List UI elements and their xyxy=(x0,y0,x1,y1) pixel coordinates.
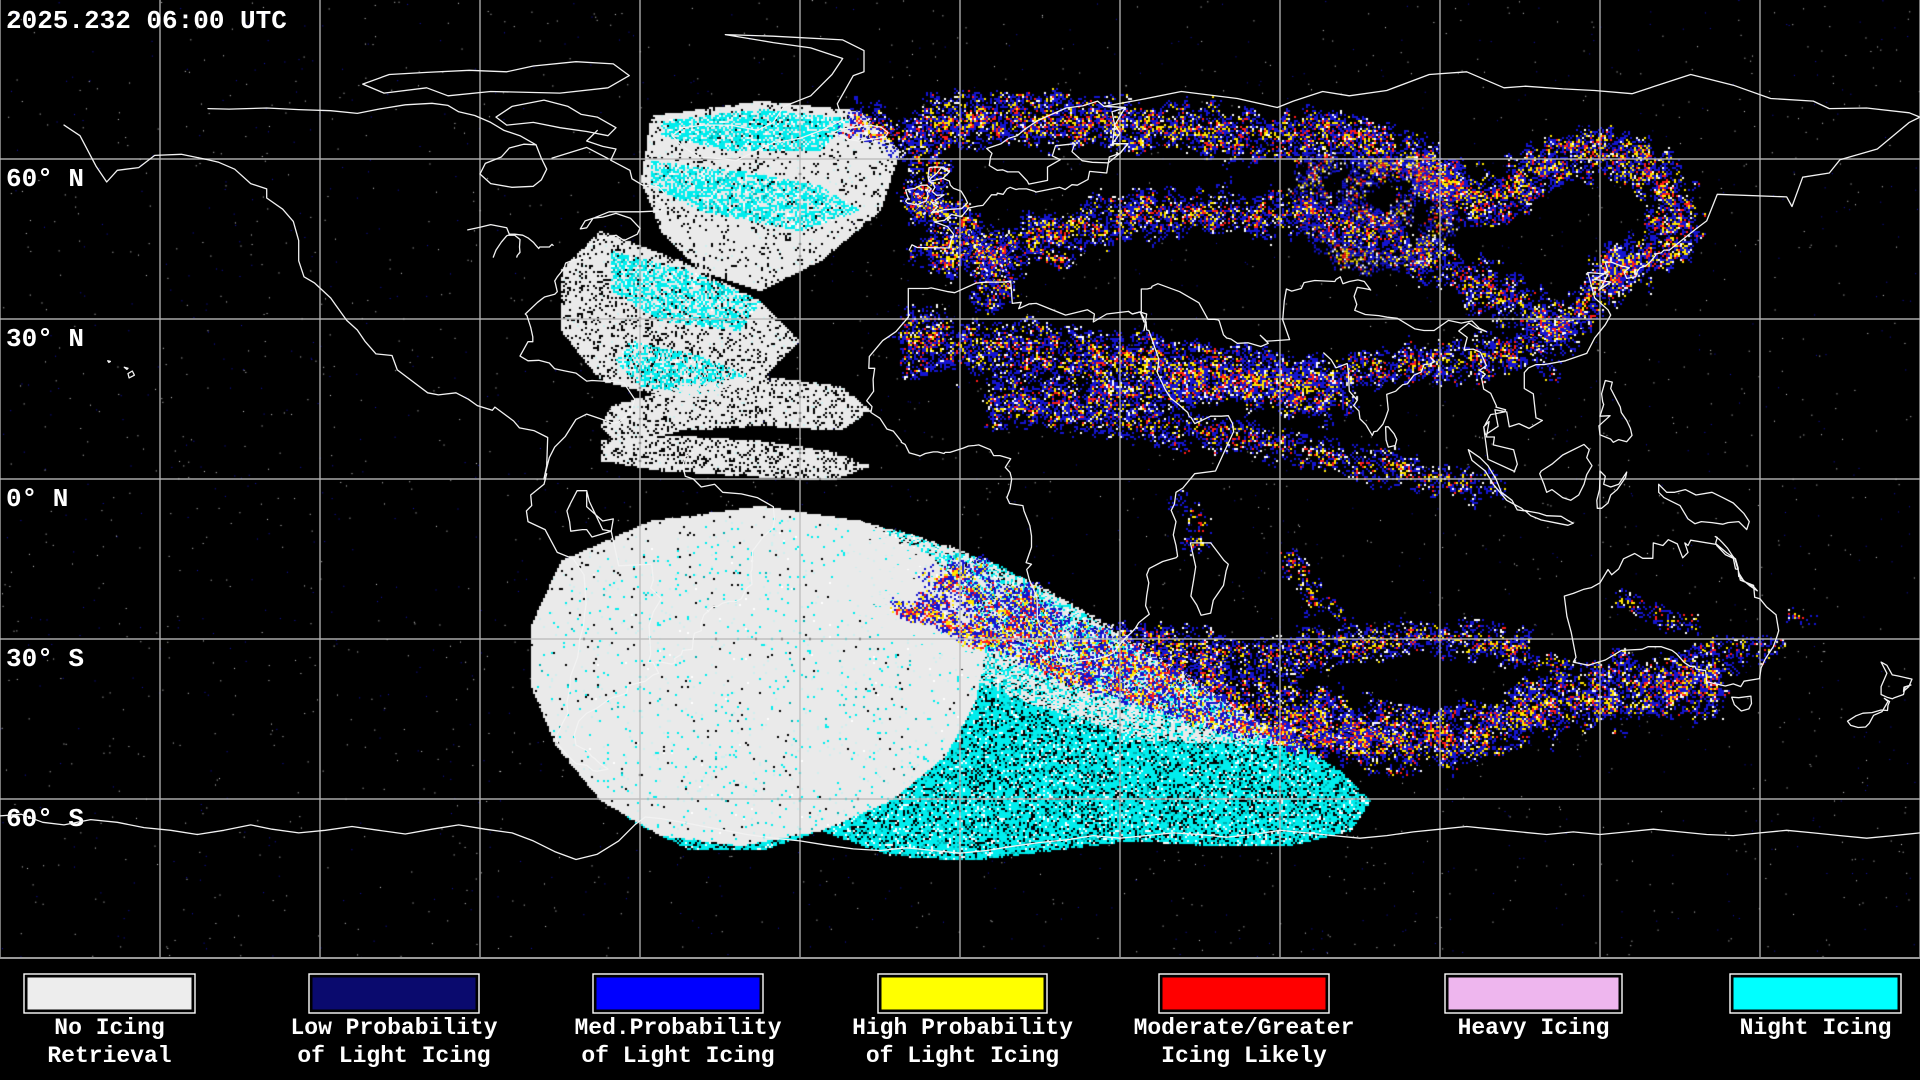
svg-text:Icing Likely: Icing Likely xyxy=(1161,1043,1327,1069)
svg-text:60° N: 60° N xyxy=(6,164,84,194)
svg-text:Heavy Icing: Heavy Icing xyxy=(1458,1015,1610,1041)
svg-text:of Light Icing: of Light Icing xyxy=(297,1043,490,1069)
svg-text:Med.Probability: Med.Probability xyxy=(574,1015,781,1041)
svg-text:of Light Icing: of Light Icing xyxy=(581,1043,774,1069)
svg-text:2025.232 06:00 UTC: 2025.232 06:00 UTC xyxy=(6,6,287,36)
svg-text:Night Icing: Night Icing xyxy=(1740,1015,1892,1041)
svg-text:0° N: 0° N xyxy=(6,484,68,514)
svg-text:of Light Icing: of Light Icing xyxy=(866,1043,1059,1069)
svg-text:Moderate/Greater: Moderate/Greater xyxy=(1134,1015,1355,1041)
svg-text:High Probability: High Probability xyxy=(852,1015,1073,1041)
svg-text:30° S: 30° S xyxy=(6,644,84,674)
svg-text:30° N: 30° N xyxy=(6,324,84,354)
svg-text:Low Probability: Low Probability xyxy=(290,1015,497,1041)
svg-text:60° S: 60° S xyxy=(6,804,84,834)
svg-text:Retrieval: Retrieval xyxy=(47,1043,171,1069)
svg-text:No Icing: No Icing xyxy=(54,1015,164,1041)
